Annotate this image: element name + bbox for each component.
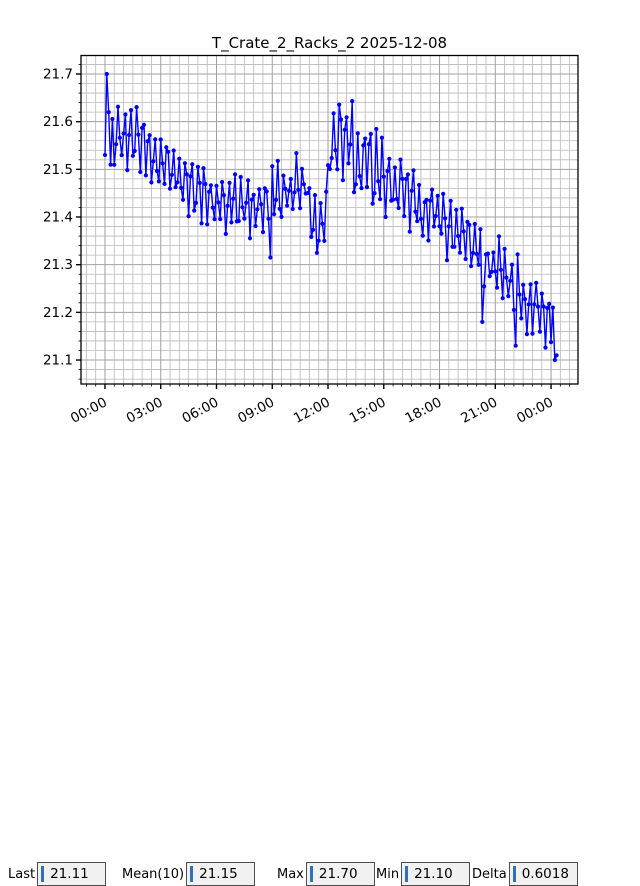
text-cursor	[512, 866, 516, 882]
stat-delta-value: 0.6018	[521, 866, 569, 882]
stat-min: Min 21.10	[376, 862, 471, 886]
text-cursor	[309, 866, 313, 882]
x-tick-label: 09:00	[235, 394, 277, 426]
data-series-line	[104, 73, 558, 361]
chart-title: T_Crate_2_Racks_2 2025-12-08	[211, 34, 448, 52]
stat-max-label: Max	[277, 866, 304, 882]
y-tick-label: 21.3	[43, 257, 73, 273]
x-tick-label: 15:00	[347, 394, 389, 426]
y-tick-label: 21.1	[43, 353, 73, 369]
stat-last-field[interactable]: 21.11	[37, 862, 107, 886]
stat-delta-label: Delta	[472, 866, 507, 882]
stat-delta-field[interactable]: 0.6018	[508, 862, 578, 886]
stat-mean-label: Mean(10)	[122, 866, 185, 882]
x-tick-label: 03:00	[124, 394, 166, 426]
y-tick-label: 21.6	[43, 114, 73, 130]
stat-delta: Delta 0.6018	[472, 862, 578, 886]
axes-border	[80, 54, 579, 385]
grid-major	[81, 55, 578, 384]
stat-min-field[interactable]: 21.10	[401, 862, 471, 886]
grid-minor	[81, 55, 578, 384]
x-tick-label: 06:00	[180, 394, 222, 426]
stats-bar: Last 21.11 Mean(10) 21.15 Max 21.70 Min …	[0, 430, 640, 886]
stat-min-label: Min	[376, 866, 400, 882]
text-cursor	[405, 866, 409, 882]
stat-min-value: 21.10	[414, 866, 453, 882]
stat-max: Max 21.70	[277, 862, 375, 886]
stat-mean-value: 21.15	[199, 866, 238, 882]
y-tick-label: 21.2	[43, 305, 73, 321]
axis-ticks	[76, 64, 571, 389]
data-series-markers	[102, 71, 559, 363]
x-tick-label: 21:00	[458, 394, 500, 426]
x-tick-label: 00:00	[514, 394, 556, 426]
text-cursor	[41, 866, 45, 882]
stat-last: Last 21.11	[8, 862, 107, 886]
stat-max-value: 21.70	[318, 866, 358, 882]
stat-mean-field[interactable]: 21.15	[186, 862, 256, 886]
y-tick-label: 21.5	[43, 162, 73, 178]
x-tick-label: 00:00	[68, 394, 110, 426]
text-cursor	[190, 866, 194, 882]
stat-last-label: Last	[8, 866, 36, 882]
y-tick-label: 21.4	[43, 210, 73, 226]
stat-max-field[interactable]: 21.70	[305, 862, 375, 886]
stat-last-value: 21.11	[50, 866, 89, 882]
x-tick-label: 12:00	[291, 394, 333, 426]
app-window: { "title": "T_Crate_2_Racks_2 2025-12-08…	[0, 34, 640, 886]
temperature-chart-canvas: 21.1 21.2 21.3 21.4 21.5 21.6 21.7 00:00 03:00 06…	[43, 54, 579, 427]
x-tick-label: 18:00	[403, 394, 445, 426]
stat-mean: Mean(10) 21.15	[122, 862, 256, 886]
y-tick-label: 21.7	[43, 66, 73, 82]
